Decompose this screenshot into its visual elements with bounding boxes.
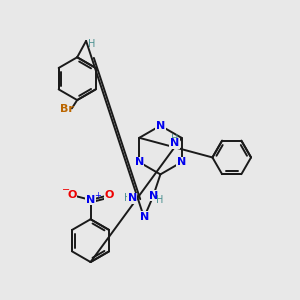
Text: N: N bbox=[177, 157, 186, 167]
Text: Br: Br bbox=[59, 104, 74, 114]
Text: N: N bbox=[156, 121, 165, 130]
Text: H: H bbox=[171, 134, 178, 144]
Text: H: H bbox=[124, 194, 131, 203]
Text: O: O bbox=[67, 190, 76, 200]
Text: N: N bbox=[135, 157, 144, 167]
Text: N: N bbox=[170, 138, 179, 148]
Text: N: N bbox=[86, 195, 95, 205]
Text: H: H bbox=[88, 39, 96, 49]
Text: N: N bbox=[140, 212, 150, 222]
Text: O: O bbox=[105, 190, 114, 200]
Text: N: N bbox=[128, 194, 137, 203]
Text: −: − bbox=[62, 185, 70, 195]
Text: +: + bbox=[94, 191, 100, 200]
Text: H: H bbox=[156, 195, 163, 205]
Text: N: N bbox=[149, 191, 158, 201]
